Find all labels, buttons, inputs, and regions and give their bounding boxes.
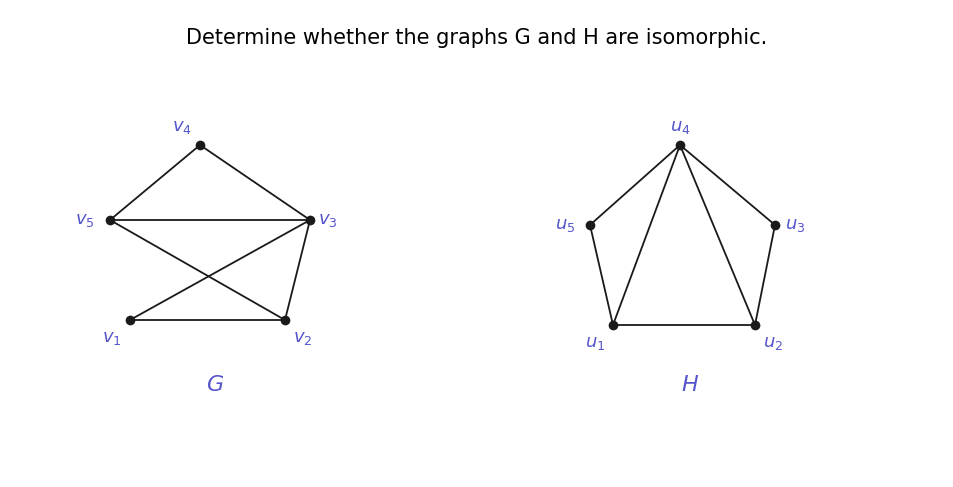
Text: $v_5$: $v_5$ (75, 211, 94, 229)
Text: $H$: $H$ (680, 375, 699, 395)
Text: $u_1$: $u_1$ (584, 334, 604, 352)
Text: $G$: $G$ (206, 375, 224, 395)
Text: $u_3$: $u_3$ (784, 216, 804, 234)
Text: $v_3$: $v_3$ (318, 211, 337, 229)
Text: Determine whether the graphs G and H are isomorphic.: Determine whether the graphs G and H are… (186, 28, 767, 48)
Text: $u_2$: $u_2$ (762, 334, 782, 352)
Text: $v_4$: $v_4$ (172, 118, 192, 136)
Text: $u_5$: $u_5$ (555, 216, 575, 234)
Text: $u_4$: $u_4$ (669, 118, 690, 136)
Text: $v_2$: $v_2$ (293, 329, 313, 347)
Text: $v_1$: $v_1$ (102, 329, 122, 347)
